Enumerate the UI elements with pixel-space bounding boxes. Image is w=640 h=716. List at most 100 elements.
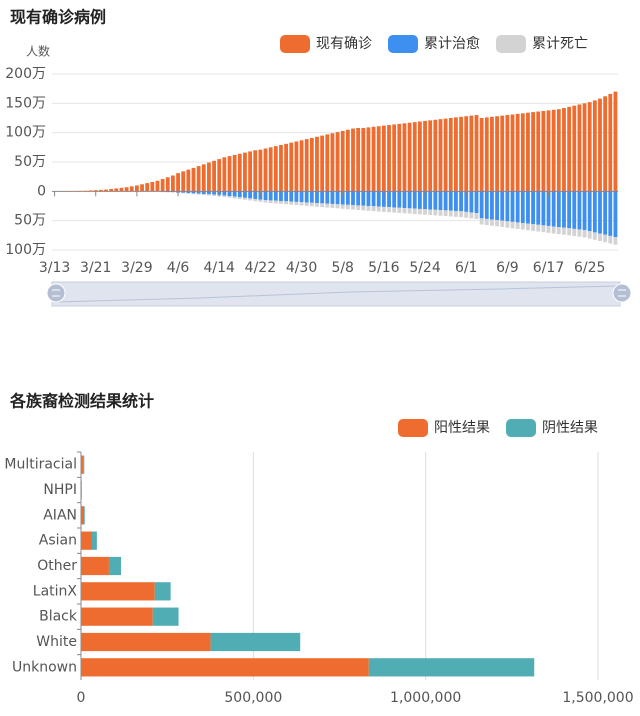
bar [210, 632, 301, 652]
slider-handle[interactable] [46, 283, 66, 303]
bar [134, 185, 139, 192]
bar [536, 191, 541, 225]
bar [572, 191, 577, 229]
bar [387, 125, 391, 192]
bar [546, 225, 551, 233]
bar [222, 157, 227, 192]
bar [526, 112, 530, 192]
bar [351, 191, 355, 206]
bar [541, 191, 546, 226]
bar [186, 191, 191, 194]
bar [366, 127, 371, 192]
bar [83, 190, 88, 192]
bar [531, 224, 536, 231]
bar [505, 221, 510, 228]
bar [459, 211, 463, 218]
x-tick-label: 5/24 [409, 260, 441, 276]
x-tick-label: 4/22 [245, 260, 276, 276]
data-zoom-slider[interactable] [46, 281, 632, 307]
bar [613, 91, 618, 192]
bar [81, 658, 369, 677]
bar [268, 200, 273, 204]
bar [81, 506, 85, 525]
bar [284, 191, 289, 202]
bar [356, 205, 361, 210]
slider-handle[interactable] [612, 283, 632, 303]
bar [417, 191, 422, 209]
bar [196, 166, 201, 192]
bar [510, 114, 515, 192]
bar [299, 191, 304, 203]
bar [592, 232, 597, 240]
bar [315, 203, 319, 207]
bar [531, 191, 536, 225]
bar [433, 119, 438, 192]
bar [81, 632, 211, 652]
bar [531, 112, 536, 192]
bar [536, 224, 541, 232]
bar [243, 152, 247, 192]
bar [397, 191, 402, 208]
bar [81, 480, 82, 500]
bar [598, 98, 602, 192]
bar [376, 126, 381, 192]
bar [361, 205, 366, 211]
bar [279, 144, 283, 192]
bar [495, 220, 499, 227]
bar [294, 141, 299, 192]
bar [484, 191, 489, 219]
bar [592, 100, 597, 192]
bar [84, 506, 85, 525]
bar [181, 192, 186, 194]
bar [154, 582, 171, 601]
bar [526, 223, 530, 231]
slider-track [51, 281, 621, 307]
bar [212, 160, 216, 192]
bar [520, 223, 525, 230]
x-tick-label: 4/6 [167, 260, 190, 276]
y-tick-label: 0 [37, 183, 46, 199]
bar [464, 116, 469, 192]
bar [479, 191, 484, 219]
x-tick-label: 3/29 [121, 260, 152, 276]
bar [304, 191, 309, 203]
bar [201, 191, 206, 194]
bar [556, 191, 561, 228]
bar [608, 191, 613, 236]
bar [320, 203, 325, 208]
bar [351, 205, 355, 210]
bar [505, 115, 510, 192]
bar [402, 191, 407, 209]
legend-swatch [280, 35, 310, 53]
bar [541, 110, 546, 192]
bar [152, 607, 179, 626]
bar [289, 142, 294, 192]
bar [83, 455, 85, 474]
bar [587, 191, 592, 232]
bar [222, 195, 227, 197]
legend-swatch [496, 35, 526, 53]
bar [484, 218, 489, 226]
bar [500, 191, 505, 221]
chart-title: 各族裔检测结果统计 [9, 392, 154, 411]
bar [191, 191, 196, 194]
bar [227, 191, 232, 197]
bar [562, 191, 566, 228]
bar [459, 116, 463, 192]
legend-swatch [388, 35, 418, 53]
bar [207, 194, 211, 196]
bar [361, 191, 366, 206]
bar [510, 221, 515, 229]
bar [407, 122, 412, 192]
bar [582, 191, 587, 231]
bar [340, 204, 345, 209]
bar [397, 123, 402, 192]
bar [304, 202, 309, 206]
bar [165, 177, 170, 192]
bar [160, 191, 165, 192]
bar [273, 200, 278, 204]
bar [165, 191, 170, 193]
bar [243, 197, 247, 200]
bar [515, 113, 520, 192]
x-tick-label: 6/17 [533, 260, 564, 276]
